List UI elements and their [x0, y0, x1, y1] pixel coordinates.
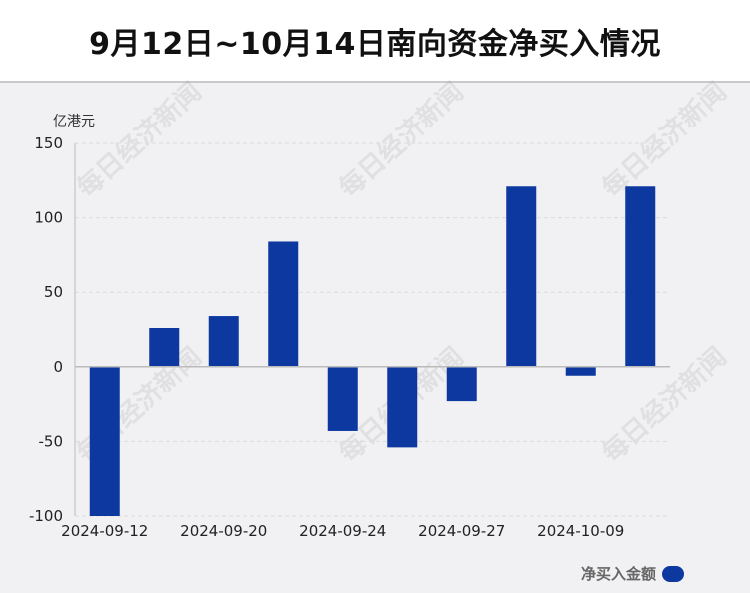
bar: [446, 366, 477, 402]
chart-title: 9月12日~10月14日南向资金净买入情况: [89, 26, 661, 62]
y-tick-label: 0: [53, 358, 63, 376]
legend-label: 净买入金额: [580, 565, 656, 583]
bar: [387, 366, 418, 448]
x-tick-label: 2024-10-09: [537, 522, 624, 540]
x-tick-label: 2024-09-24: [299, 522, 386, 540]
x-tick-label: 2024-09-12: [61, 522, 148, 540]
y-axis-unit: 亿港元: [53, 114, 95, 130]
bar: [268, 241, 299, 367]
y-tick-label: -50: [39, 432, 64, 450]
x-tick-label: 2024-09-20: [180, 522, 267, 540]
bar: [327, 366, 358, 431]
chart-header: 9月12日~10月14日南向资金净买入情况: [0, 0, 750, 83]
bar: [565, 366, 596, 376]
bar: [149, 328, 180, 367]
y-tick-label: -100: [29, 507, 63, 525]
bar: [89, 366, 120, 516]
bar: [506, 186, 537, 367]
legend: 净买入金额: [581, 563, 684, 584]
y-tick-label: 100: [34, 209, 63, 227]
x-tick-label: 2024-09-27: [418, 522, 505, 540]
y-tick-label: 50: [44, 283, 63, 301]
y-tick-label: 150: [34, 134, 63, 152]
bar: [208, 316, 239, 367]
legend-swatch: [662, 565, 684, 582]
bar: [625, 186, 656, 367]
